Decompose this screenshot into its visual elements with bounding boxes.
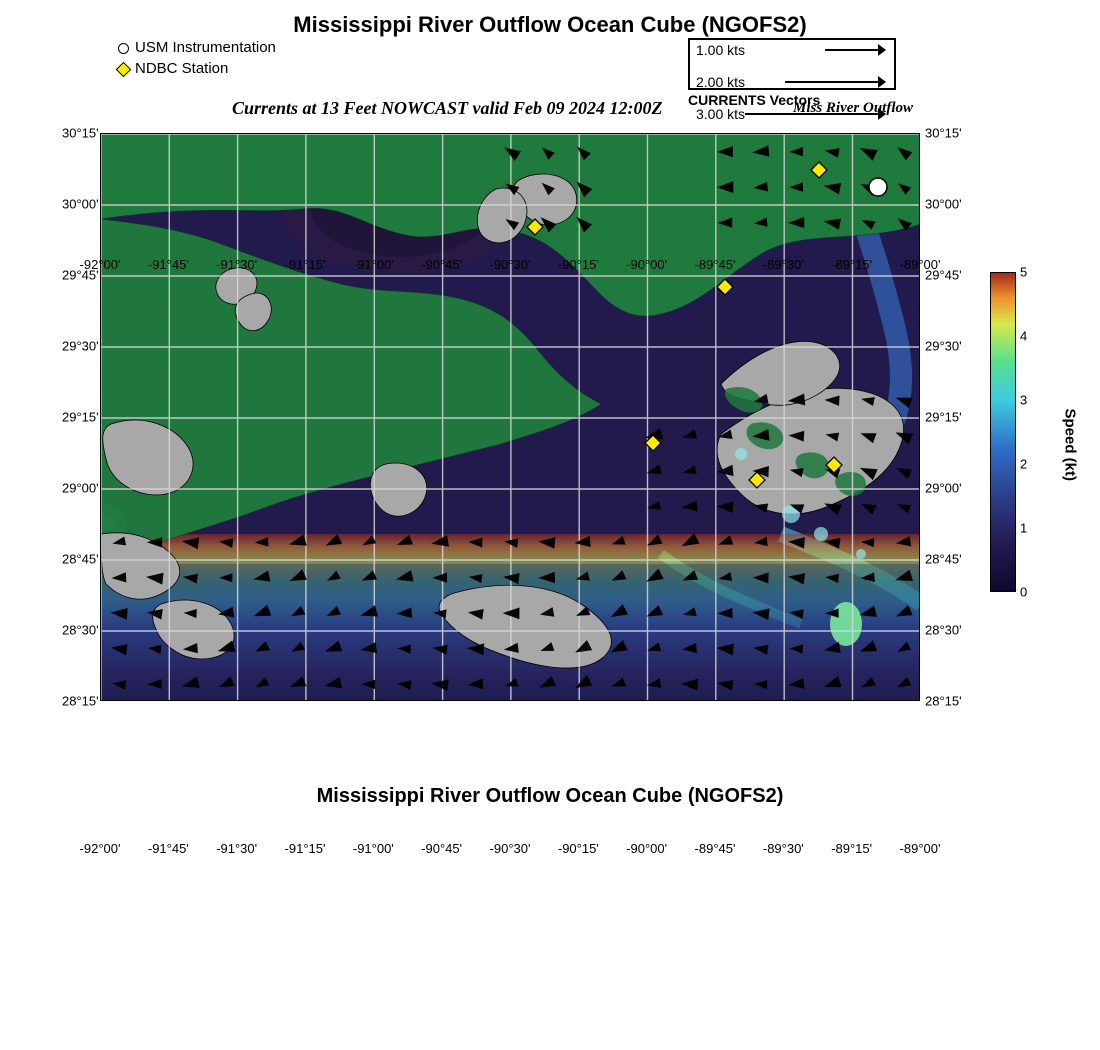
x-axis-label-bottom-1: -91°45' — [148, 841, 189, 856]
x-axis-label-bottom-12: -89°00' — [900, 841, 941, 856]
y-axis-label-left-7: 28°30' — [62, 623, 99, 638]
colorbar-tick-5: 5 — [1020, 265, 1027, 280]
colorbar-tick-3: 3 — [1020, 393, 1027, 408]
x-axis-label-top-8: -90°00' — [626, 257, 667, 272]
usm-marker[interactable] — [869, 178, 887, 196]
vector-legend-row-1: 2.00 kts — [696, 74, 745, 90]
y-axis-label-right-7: 28°30' — [925, 623, 962, 638]
x-axis-label-bottom-10: -89°30' — [763, 841, 804, 856]
map-sub-title: Currents at 13 Feet NOWCAST valid Feb 09… — [232, 98, 663, 119]
y-axis-label-left-5: 29°00' — [62, 481, 99, 496]
y-axis-label-left-4: 29°15' — [62, 410, 99, 425]
x-axis-label-bottom-0: -92°00' — [80, 841, 121, 856]
colorbar-tick-2: 2 — [1020, 457, 1027, 472]
x-axis-label-top-11: -89°15' — [831, 257, 872, 272]
x-axis-label-top-2: -91°30' — [216, 257, 257, 272]
y-axis-label-left-3: 29°30' — [62, 339, 99, 354]
x-axis-label-bottom-2: -91°30' — [216, 841, 257, 856]
y-axis-label-right-5: 29°00' — [925, 481, 962, 496]
y-axis-label-left-8: 28°15' — [62, 694, 99, 709]
colorbar-tick-1: 1 — [1020, 521, 1027, 536]
vector-legend-box: 1.00 kts 2.00 kts 3.00 kts — [688, 38, 896, 90]
x-axis-label-top-3: -91°15' — [285, 257, 326, 272]
y-axis-label-right-2: 29°45' — [925, 268, 962, 283]
vector-legend-row-0: 1.00 kts — [696, 42, 745, 58]
marker-legend: USM Instrumentation NDBC Station — [118, 38, 276, 80]
colorbar-tick-0: 0 — [1020, 585, 1027, 600]
y-axis-label-right-6: 28°45' — [925, 552, 962, 567]
x-axis-label-bottom-8: -90°00' — [626, 841, 667, 856]
y-axis-label-right-8: 28°15' — [925, 694, 962, 709]
x-axis-label-top-6: -90°30' — [490, 257, 531, 272]
y-axis-label-right-3: 29°30' — [925, 339, 962, 354]
y-axis-label-left-2: 29°45' — [62, 268, 99, 283]
map-plot-area[interactable] — [100, 133, 920, 701]
x-axis-label-top-4: -91°00' — [353, 257, 394, 272]
x-axis-label-top-7: -90°15' — [558, 257, 599, 272]
y-axis-label-right-0: 30°15' — [925, 126, 962, 141]
y-axis-label-left-6: 28°45' — [62, 552, 99, 567]
x-axis-label-bottom-3: -91°15' — [285, 841, 326, 856]
map-corner-title: Miss River Outflow — [793, 100, 913, 117]
x-axis-label-top-1: -91°45' — [148, 257, 189, 272]
colorbar-gradient — [990, 272, 1016, 592]
ndbc-legend-icon — [116, 61, 132, 77]
map-container: -92°00' -92°00' -91°45' -91°45' -91°30' -91°3… — [100, 133, 920, 701]
x-axis-label-bottom-9: -89°45' — [695, 841, 736, 856]
map-svg — [101, 134, 920, 701]
x-axis-label-bottom-7: -90°15' — [558, 841, 599, 856]
x-axis-label-bottom-4: -91°00' — [353, 841, 394, 856]
colorbar-title-label: Speed (kt) — [1062, 409, 1079, 482]
usm-legend-label: USM Instrumentation — [135, 38, 276, 58]
colorbar-container — [990, 272, 1016, 592]
x-axis-label-bottom-5: -90°45' — [421, 841, 462, 856]
y-axis-label-right-1: 30°00' — [925, 197, 962, 212]
x-axis-label-top-9: -89°45' — [695, 257, 736, 272]
usm-legend-icon — [118, 43, 129, 54]
ndbc-legend-label: NDBC Station — [135, 59, 228, 79]
vector-legend-row-2: 3.00 kts — [696, 106, 745, 122]
y-axis-label-right-4: 29°15' — [925, 410, 962, 425]
x-axis-label-top-10: -89°30' — [763, 257, 804, 272]
page-bottom-title: Mississippi River Outflow Ocean Cube (NG… — [0, 785, 1100, 808]
x-axis-label-top-5: -90°45' — [421, 257, 462, 272]
y-axis-label-left-1: 30°00' — [62, 197, 99, 212]
x-axis-label-bottom-6: -90°30' — [490, 841, 531, 856]
page-main-title: Mississippi River Outflow Ocean Cube (NG… — [0, 12, 1100, 38]
colorbar-tick-4: 4 — [1020, 329, 1027, 344]
y-axis-label-left-0: 30°15' — [62, 126, 99, 141]
x-axis-label-bottom-11: -89°15' — [831, 841, 872, 856]
